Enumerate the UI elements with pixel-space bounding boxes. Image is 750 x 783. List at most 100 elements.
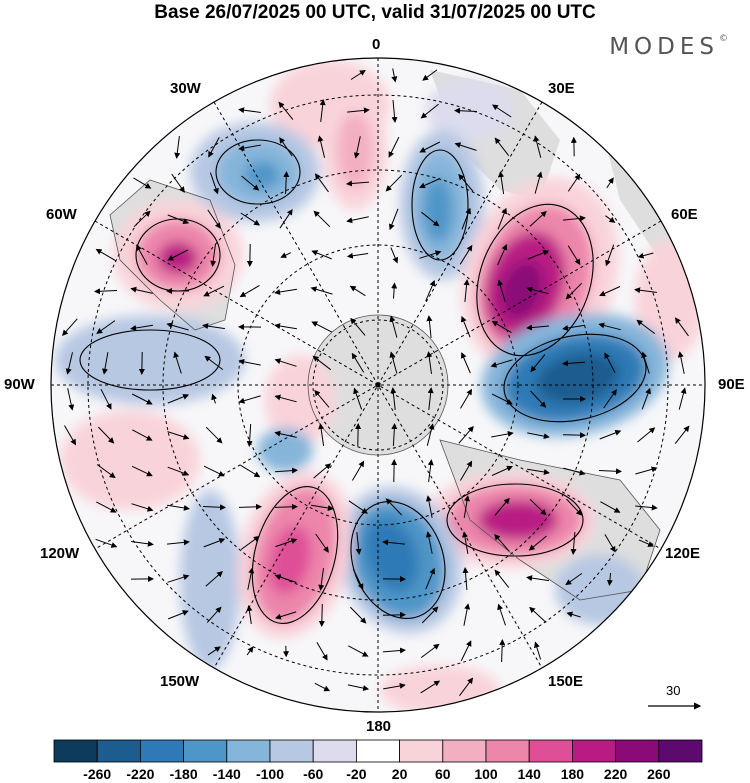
lon-label-150w: 150W [160, 673, 200, 690]
wind-arrow [314, 389, 330, 408]
lon-label-180: 180 [366, 718, 392, 735]
wind-arrow [497, 207, 507, 230]
wind-arrow [316, 641, 328, 661]
wind-arrow [563, 215, 586, 222]
wind-arrow [385, 498, 402, 516]
wind-arrow [310, 286, 333, 295]
wind-arrow [348, 645, 369, 657]
lon-label-120w: 120W [40, 545, 80, 562]
wind-arrow [463, 495, 470, 518]
wind-arrow [274, 288, 297, 295]
colorbar-swatch [615, 739, 660, 763]
wind-arrow [238, 358, 261, 366]
wind-arrow [211, 393, 217, 404]
wind-arrow [312, 355, 332, 371]
wind-arrow [383, 683, 406, 690]
wind-arrow [208, 137, 220, 158]
lon-label-0: 0 [372, 36, 381, 53]
wind-arrow [133, 177, 152, 189]
wind-arrow [491, 104, 512, 118]
colorbar-label: -60 [303, 766, 324, 782]
wind-arrow [62, 318, 78, 336]
wind-arrow [318, 423, 325, 446]
wind-arrow [347, 107, 370, 114]
anomaly-faint-pos [60, 410, 200, 510]
wind-arrow [494, 137, 510, 157]
wind-arrow [167, 539, 190, 546]
wind-arrow [426, 351, 433, 374]
wind-arrow [390, 247, 399, 264]
wind-arrow [462, 567, 469, 591]
wind-arrow [315, 533, 329, 553]
colorbar-swatch [312, 739, 357, 763]
wind-arrow [490, 359, 513, 368]
south-pole-marker [375, 382, 381, 388]
contour [350, 501, 446, 619]
colorbar-label: 260 [647, 766, 671, 782]
wind-arrow [526, 324, 550, 331]
wind-arrow [566, 611, 581, 618]
wind-arrow [274, 430, 297, 438]
wind-arrow [314, 173, 329, 193]
colorbar-swatch [658, 739, 703, 763]
wind-arrow [351, 352, 365, 373]
wind-arrow [606, 177, 614, 189]
meridian-30e-150w [213, 101, 543, 669]
wind-arrow [207, 209, 221, 229]
wind-arrow [382, 539, 405, 546]
wind-arrow [241, 175, 260, 191]
wind-arrow [529, 606, 547, 623]
wind-arrow [458, 425, 474, 444]
colorbar-swatch [269, 739, 314, 763]
contour [215, 139, 301, 205]
wind-arrow [461, 207, 471, 230]
wind-arrow [494, 569, 510, 589]
wind-arrow [491, 393, 513, 405]
wind-arrow [460, 352, 471, 374]
wind-arrow [460, 388, 473, 409]
colorbar-swatch [53, 739, 98, 763]
wind-arrow [347, 684, 370, 692]
brand-mark: © [719, 34, 728, 44]
wind-arrow [567, 245, 581, 266]
wind-arrow [240, 464, 261, 478]
meridian-30w-150e [213, 101, 543, 669]
wind-arrow [534, 171, 543, 194]
wind-arrow [491, 320, 512, 334]
chart-title: Base 26/07/2025 00 UTC, valid 31/07/2025… [154, 2, 596, 23]
anomaly-neg-90e-core [536, 352, 620, 404]
wind-arrow [491, 465, 513, 476]
wind-arrow [167, 466, 190, 476]
wind-arrow [462, 531, 469, 554]
wind-arrow [202, 323, 225, 330]
wind-arrow [168, 610, 189, 620]
wind-reference-label: 30 [666, 683, 681, 698]
wind-arrow [528, 535, 547, 551]
wind-arrow [385, 174, 403, 192]
wind-arrow [274, 394, 297, 403]
wind-arrow [605, 244, 615, 267]
wind-arrow [346, 252, 369, 259]
latitude-circle [87, 94, 669, 676]
wind-arrow [426, 423, 435, 446]
colorbar-swatch [442, 739, 487, 763]
wind-arrow [390, 387, 397, 410]
wind-arrow [636, 319, 656, 335]
wind-arrow [389, 351, 398, 374]
wind-arrow [603, 389, 617, 409]
wind-arrow [205, 571, 223, 587]
colorbar-swatch [572, 739, 617, 763]
wind-arrow [319, 99, 326, 122]
wind-arrow [203, 465, 225, 477]
wind-arrow [246, 646, 254, 656]
wind-arrow [459, 460, 473, 481]
wind-arrow [526, 286, 549, 295]
wind-arrow [131, 503, 154, 512]
contour [476, 203, 594, 357]
wind-arrow [527, 432, 550, 440]
lon-label-150e: 150E [548, 673, 584, 690]
wind-arrow [280, 252, 292, 258]
colorbar-label: -100 [255, 766, 285, 782]
wind-arrow [530, 354, 546, 373]
